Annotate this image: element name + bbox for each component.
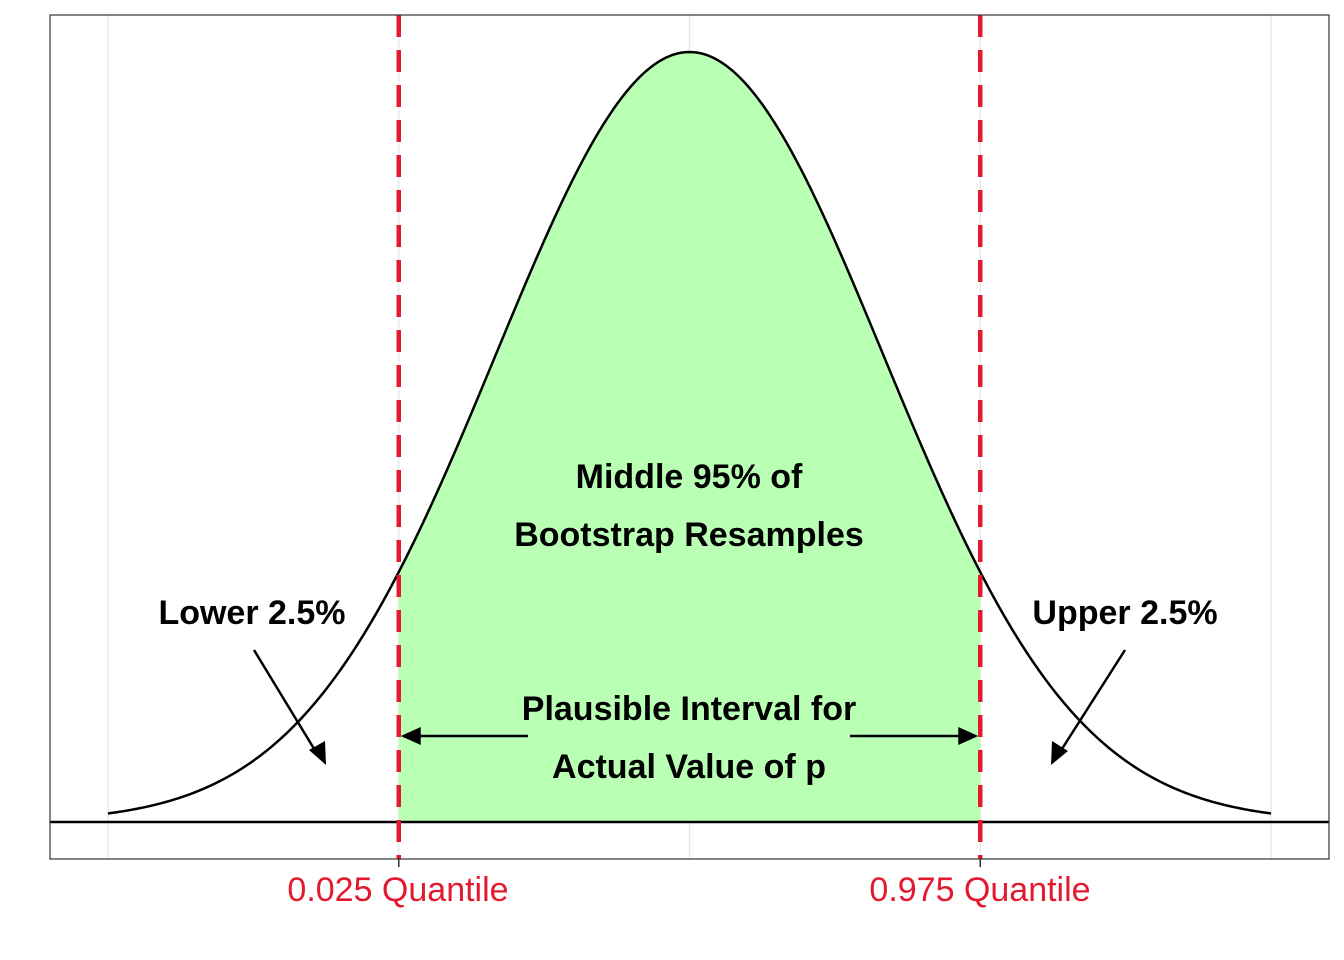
plot-panel-border [49, 14, 1330, 860]
middle-label-line-1: Middle 95% of [576, 458, 803, 496]
lower-tail-label: Lower 2.5% [158, 594, 345, 632]
interval-arrowhead-left [400, 727, 421, 745]
density-curve [107, 50, 1272, 815]
upper-tail-arrowhead [1051, 741, 1068, 765]
quantile-lines [396, 15, 983, 867]
middle-label-line-2: Bootstrap Resamples [514, 516, 864, 554]
lower-tail-arrow-shaft [252, 649, 318, 753]
lower-tail-arrowhead [309, 741, 326, 765]
interval-arrowhead-right [958, 727, 979, 745]
quantile-label-upper: 0.975 Quantile [869, 871, 1090, 909]
interval-label-line-1: Plausible Interval for [522, 690, 856, 728]
upper-tail-arrow-shaft [1058, 649, 1127, 753]
upper-tail-label: Upper 2.5% [1032, 594, 1217, 632]
arrows-layer [252, 649, 1127, 765]
quantile-label-lower: 0.025 Quantile [287, 871, 508, 909]
middle-95-shaded-area [398, 52, 981, 822]
interval-label-line-2: Actual Value of p [552, 748, 826, 786]
